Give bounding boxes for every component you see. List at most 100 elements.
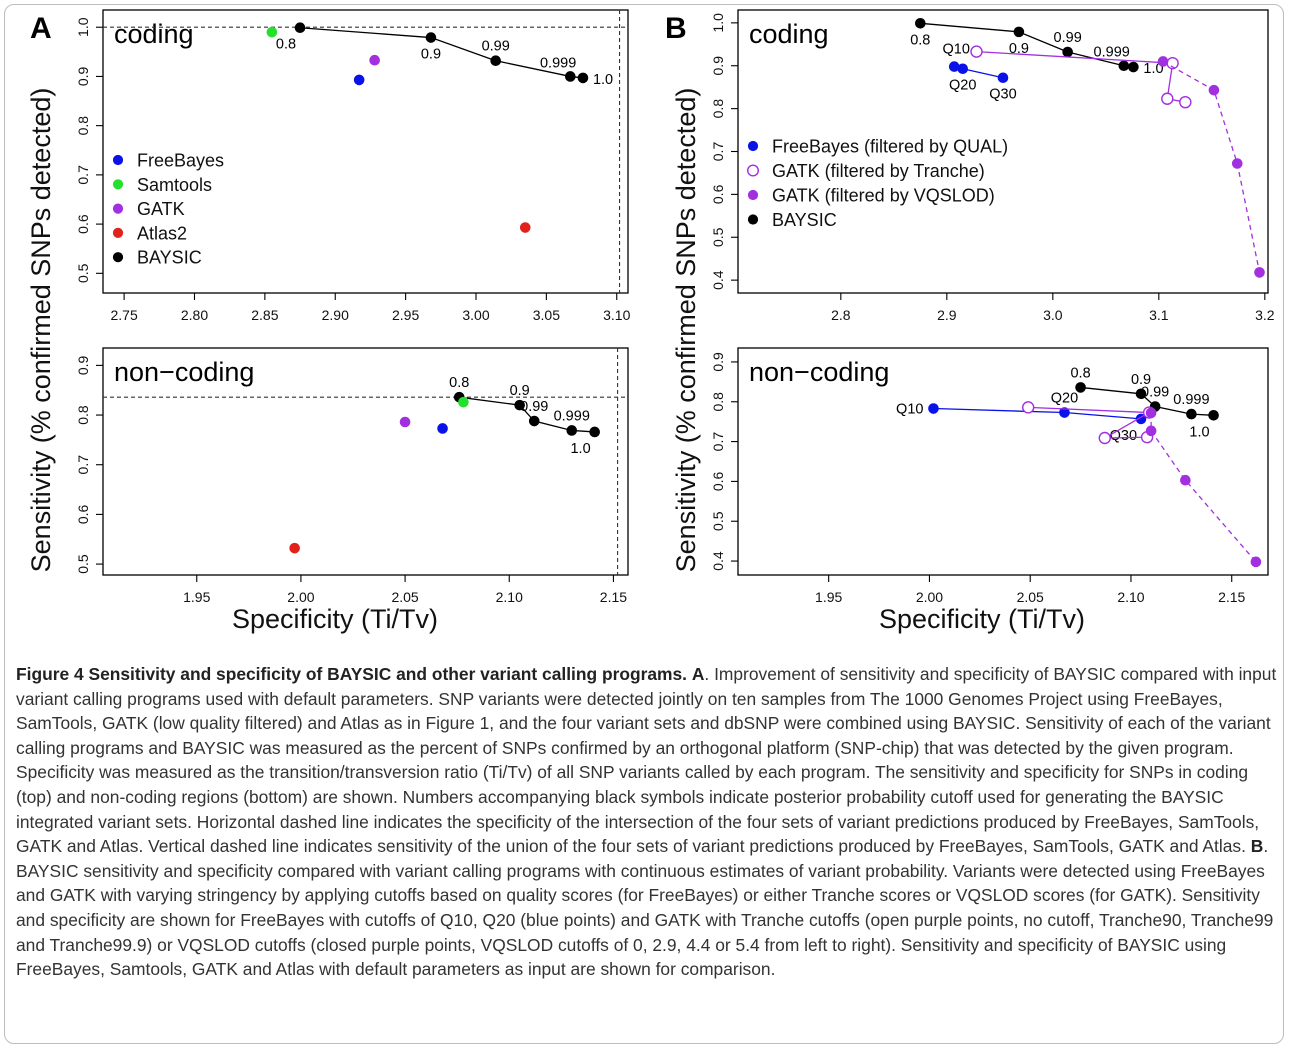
- data-point: [957, 63, 968, 74]
- point-label: 0.999: [554, 408, 590, 424]
- point-label: Q30: [989, 87, 1016, 103]
- point-label: Q10: [943, 42, 970, 58]
- series-atlas2: [520, 222, 531, 233]
- data-point: [267, 27, 278, 38]
- data-point: [1180, 97, 1191, 108]
- x-axis-label-left: Specificity (Ti/Tv): [232, 604, 438, 634]
- figure-plots: Sensitivity (% confirmed SNPs detected) …: [0, 0, 1290, 660]
- data-point: [1186, 409, 1197, 420]
- data-point: [1232, 158, 1243, 169]
- x-tick-label: 3.00: [462, 307, 489, 323]
- y-tick-label: 0.9: [75, 67, 91, 87]
- data-point: [1014, 27, 1025, 38]
- point-label: 0.99: [1054, 30, 1082, 46]
- legend-label: GATK (filtered by Tranche): [772, 161, 985, 181]
- x-tick-label: 3.0: [1043, 307, 1063, 323]
- point-label: 1.0: [570, 441, 590, 457]
- x-tick-label: 3.1: [1149, 307, 1169, 323]
- data-point: [369, 55, 380, 66]
- y-tick-label: 0.6: [710, 184, 726, 204]
- data-point: [426, 32, 437, 43]
- y-tick-label: 0.6: [710, 471, 726, 491]
- data-point: [437, 423, 448, 434]
- y-tick-label: 0.7: [710, 432, 726, 452]
- x-tick-label: 2.00: [916, 589, 943, 605]
- legend-label: BAYSIC: [772, 210, 837, 230]
- data-point: [1251, 557, 1262, 568]
- x-tick-label: 3.05: [533, 307, 560, 323]
- series-samtools: [267, 27, 278, 38]
- legend-marker: [748, 214, 758, 224]
- series-gatk: [369, 55, 380, 66]
- x-tick-label: 1.95: [183, 589, 210, 605]
- y-tick-label: 0.8: [75, 116, 91, 136]
- data-point: [998, 72, 1009, 83]
- y-tick-label: 0.8: [710, 392, 726, 412]
- point-label: 0.99: [482, 39, 510, 55]
- point-label: 0.8: [276, 37, 296, 53]
- y-tick-label: 0.5: [75, 263, 91, 283]
- y-tick-label: 0.7: [710, 142, 726, 162]
- y-axis-label-left: Sensitivity (% confirmed SNPs detected): [26, 88, 56, 573]
- x-tick-label: 2.75: [110, 307, 137, 323]
- x-tick-label: 2.15: [600, 589, 627, 605]
- legend-marker: [113, 252, 123, 262]
- data-point: [928, 403, 939, 414]
- y-tick-label: 0.7: [75, 455, 91, 475]
- x-tick-label: 2.8: [831, 307, 851, 323]
- x-tick-label: 2.15: [1218, 589, 1245, 605]
- legend-label: Samtools: [137, 175, 212, 195]
- x-tick-label: 1.95: [815, 589, 842, 605]
- data-point: [1162, 93, 1173, 104]
- x-tick-label: 3.2: [1255, 307, 1275, 323]
- point-label: 0.999: [540, 55, 576, 71]
- legend-marker: [113, 204, 123, 214]
- data-point: [1254, 267, 1265, 278]
- legend-marker: [748, 141, 758, 151]
- point-label: 0.999: [1173, 392, 1209, 408]
- data-point: [354, 75, 365, 86]
- data-point: [1128, 62, 1139, 73]
- point-label: 0.99: [1141, 385, 1169, 401]
- data-point: [1062, 47, 1073, 58]
- data-point: [915, 18, 926, 29]
- data-point: [1119, 60, 1130, 71]
- data-point: [1209, 85, 1220, 96]
- series-gatk: [400, 417, 411, 428]
- y-tick-label: 0.8: [75, 405, 91, 425]
- y-tick-label: 0.9: [75, 355, 91, 375]
- data-point: [520, 222, 531, 233]
- y-tick-label: 1.0: [75, 17, 91, 37]
- point-label: 1.0: [1189, 424, 1209, 440]
- plot-panel-2: Bcoding2.8 2.9 3.0 3.1 3.20.40.50.60.70.80.9…: [665, 10, 1275, 323]
- data-point: [1180, 475, 1191, 486]
- data-point: [1146, 408, 1157, 419]
- series-atlas2: [289, 543, 300, 554]
- y-tick-label: 0.9: [710, 352, 726, 372]
- y-tick-label: 0.7: [75, 165, 91, 185]
- data-point: [971, 46, 982, 57]
- series-freebayes: [437, 423, 448, 434]
- legend-label: BAYSIC: [137, 248, 202, 268]
- y-tick-label: 0.8: [710, 99, 726, 119]
- region-label: coding: [114, 19, 194, 49]
- caption-text-a: . Improvement of sensitivity and specifi…: [16, 664, 1276, 856]
- point-label: 0.8: [910, 32, 930, 48]
- point-label: Q20: [1051, 391, 1078, 407]
- legend-label: GATK: [137, 199, 185, 219]
- data-point: [529, 416, 540, 427]
- caption-title: Figure 4 Sensitivity and specificity of …: [16, 664, 687, 684]
- series-gatk-filtered-by-tranche-: [1023, 402, 1155, 444]
- legend-label: FreeBayes (filtered by QUAL): [772, 137, 1008, 157]
- legend-label: Atlas2: [137, 223, 187, 243]
- point-label: 0.9: [421, 47, 441, 63]
- y-tick-label: 0.6: [75, 214, 91, 234]
- x-tick-label: 2.05: [1017, 589, 1044, 605]
- legend-marker: [113, 228, 123, 238]
- legend-marker: [748, 190, 758, 200]
- data-point: [1023, 402, 1034, 413]
- legend-label: GATK (filtered by VQSLOD): [772, 186, 995, 206]
- legend-label: FreeBayes: [137, 151, 224, 171]
- figure-caption: Figure 4 Sensitivity and specificity of …: [16, 662, 1278, 982]
- data-point: [289, 543, 300, 554]
